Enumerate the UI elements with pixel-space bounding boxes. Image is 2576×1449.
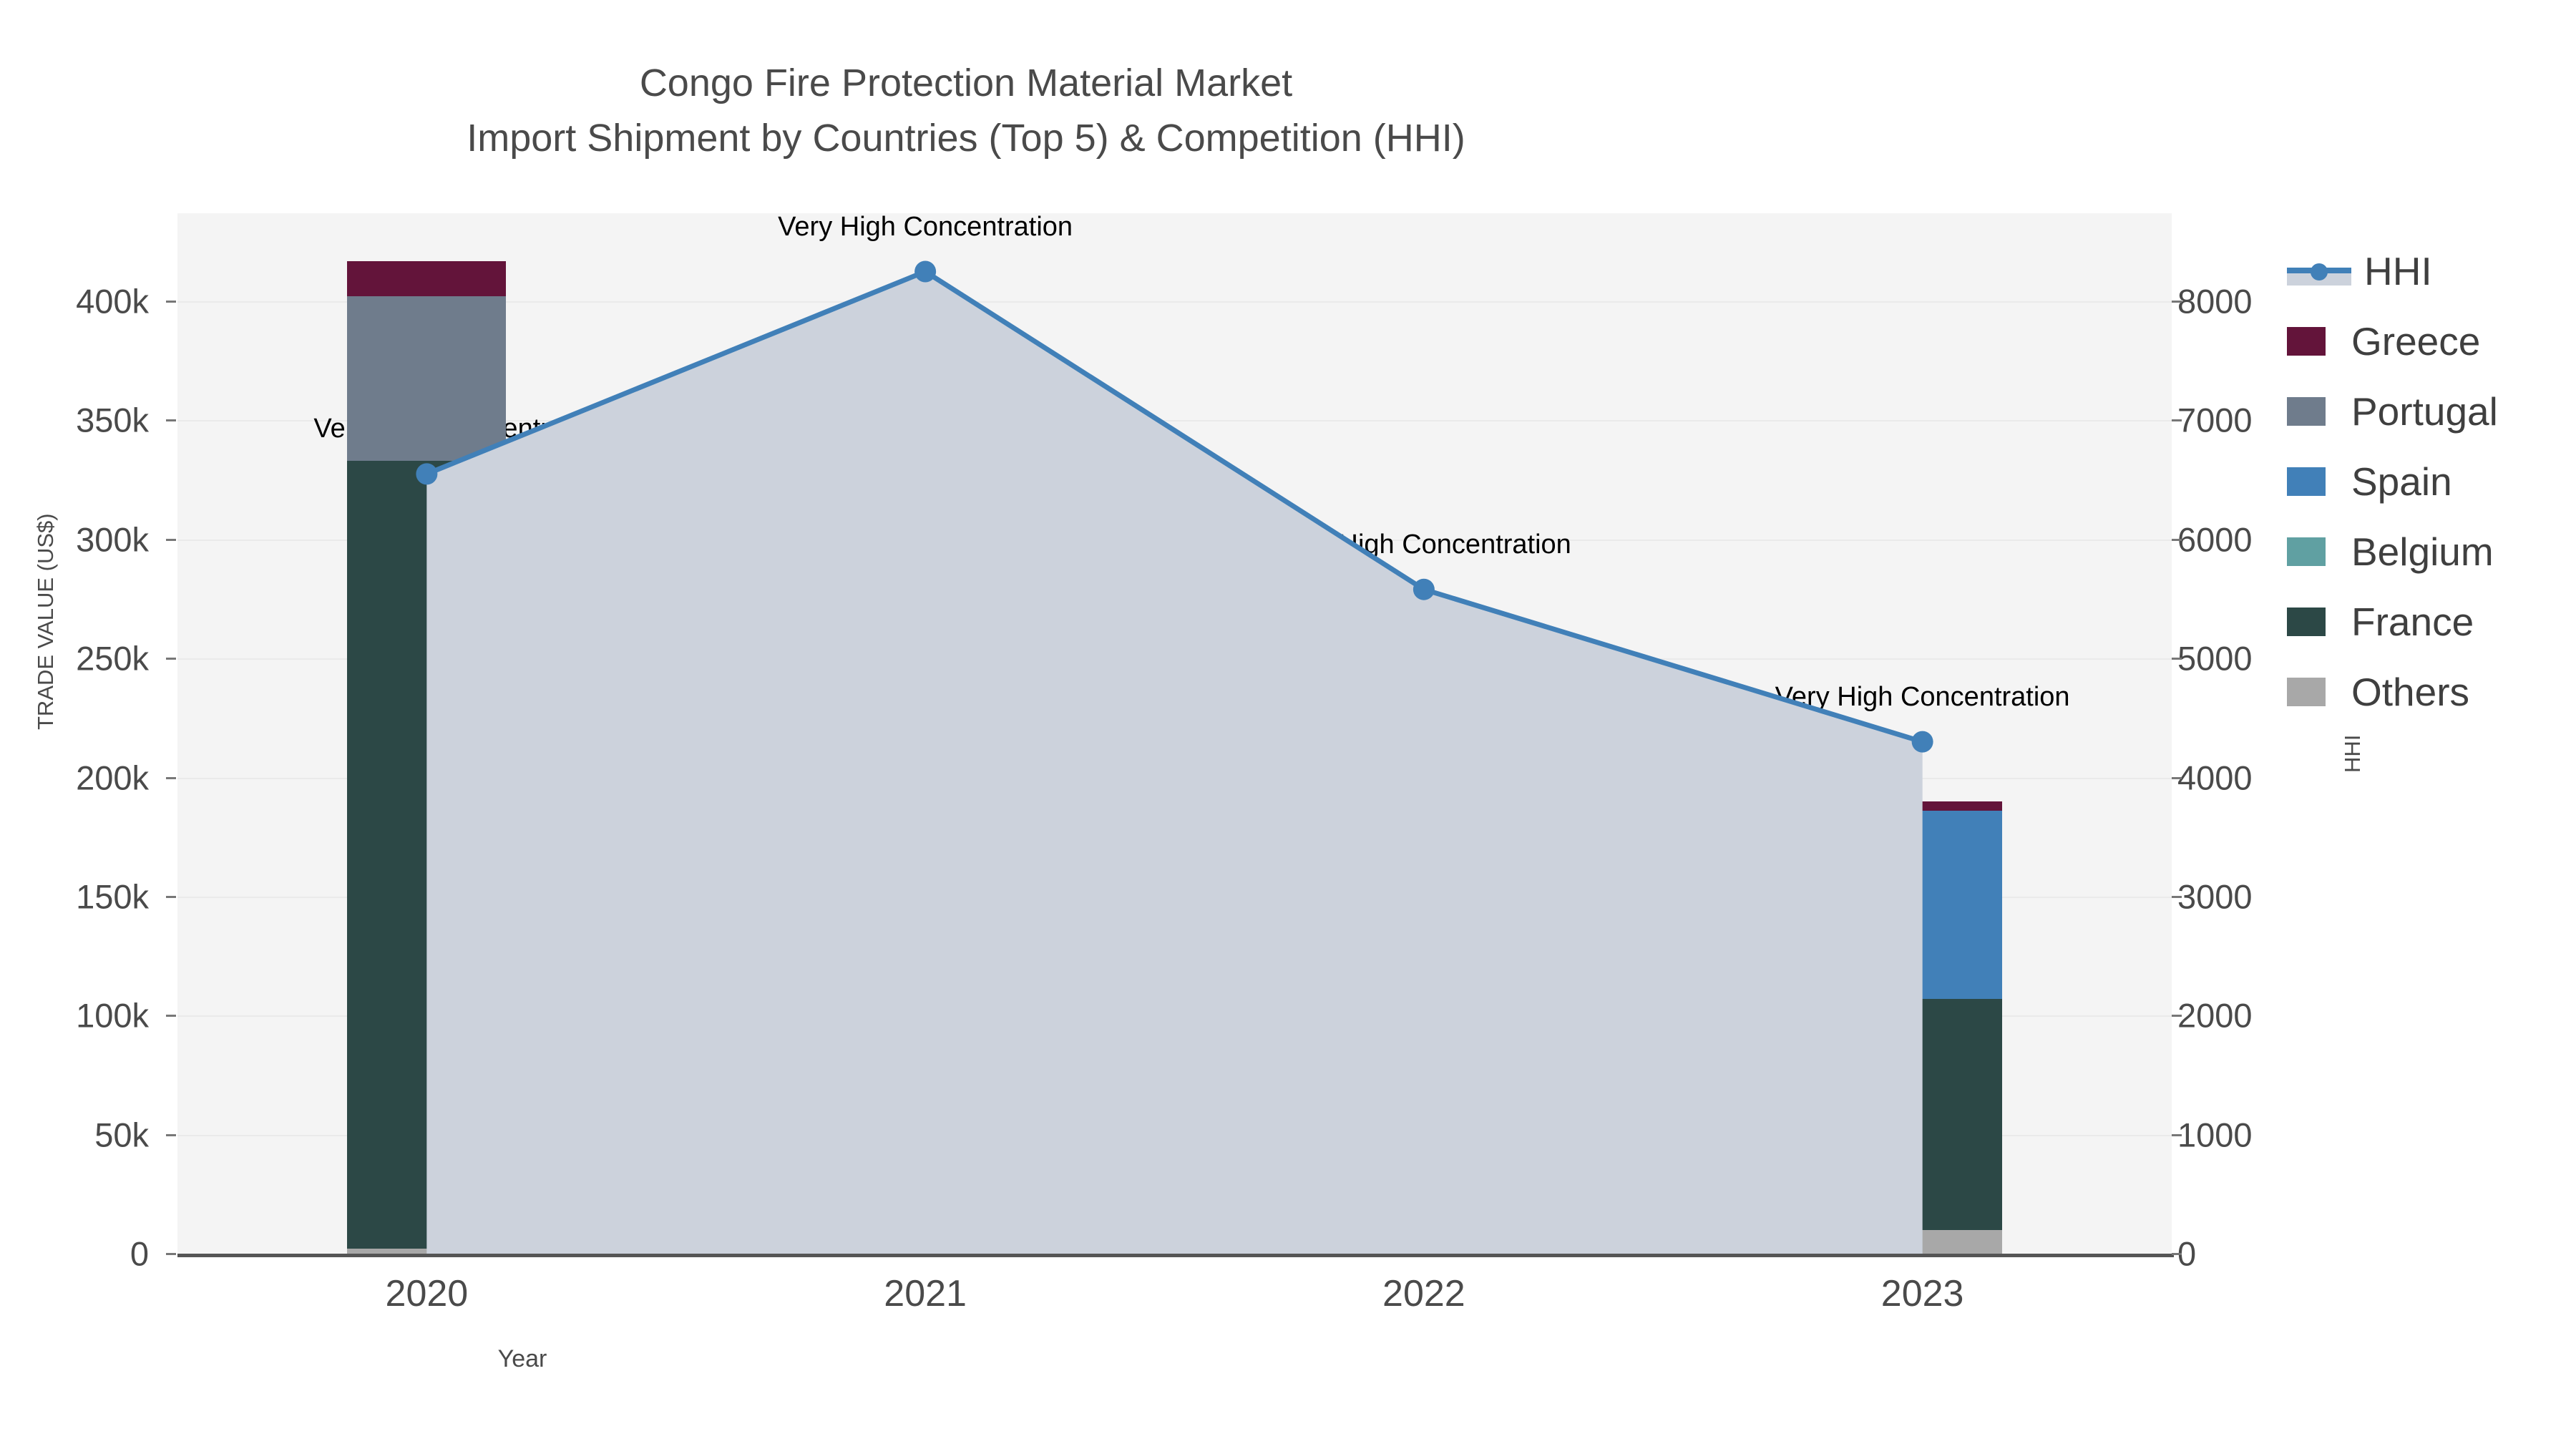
- y-axis-right-tick-label: 7000: [2177, 401, 2253, 439]
- legend-swatch-belgium: [2287, 537, 2326, 566]
- legend-swatch-spain: [2287, 467, 2326, 496]
- x-axis-line: [177, 1254, 2174, 1257]
- chart-title-line-1: Congo Fire Protection Material Market: [639, 62, 1293, 104]
- legend-label-others: Others: [2351, 670, 2470, 714]
- y-axis-left-tickmark: [166, 895, 176, 898]
- hhi-series: [416, 260, 1933, 1254]
- legend-label-greece: Greece: [2351, 319, 2481, 364]
- legend-swatch-portugal: [2287, 397, 2326, 426]
- y-axis-right-tickmark: [2172, 301, 2182, 303]
- legend-item-portugal[interactable]: Portugal: [2287, 376, 2573, 447]
- y-axis-right-tickmark: [2172, 658, 2182, 660]
- y-axis-left-tickmark: [166, 1015, 176, 1018]
- y-axis-left-tickmark: [166, 1133, 176, 1136]
- y-axis-left-tickmark: [166, 776, 176, 779]
- y-axis-right-tickmark: [2172, 1133, 2182, 1136]
- legend-item-france[interactable]: France: [2287, 587, 2573, 657]
- hhi-marker: [1413, 578, 1435, 600]
- hhi-markers: [416, 260, 1933, 753]
- legend-label-belgium: Belgium: [2351, 530, 2494, 574]
- legend-item-belgium[interactable]: Belgium: [2287, 517, 2573, 587]
- y-axis-left-tick-label: 250k: [76, 639, 149, 678]
- y-axis-right-tickmark: [2172, 1253, 2182, 1255]
- chart-title-line-2: Import Shipment by Countries (Top 5) & C…: [467, 116, 1465, 160]
- y-axis-right-tickmark: [2172, 538, 2182, 541]
- y-axis-right-tick-label: 4000: [2177, 758, 2253, 797]
- y-axis-right-tick-label: 5000: [2177, 639, 2253, 678]
- y-axis-right-tickmark: [2172, 1015, 2182, 1018]
- y-axis-right-tick-label: 0: [2177, 1234, 2197, 1273]
- x-axis-tick-label-2020: 2020: [385, 1273, 469, 1314]
- legend-line-key-icon: [2287, 257, 2351, 286]
- y-axis-left-tickmark: [166, 538, 176, 541]
- y-axis-left-tickmark: [166, 1253, 176, 1255]
- y-axis-left-tick-label: 100k: [76, 996, 149, 1035]
- legend-label-portugal: Portugal: [2351, 389, 2498, 434]
- y-axis-left-tickmark: [166, 658, 176, 660]
- x-axis-tick-label-2021: 2021: [884, 1273, 967, 1314]
- legend-swatch-others: [2287, 678, 2326, 706]
- legend-label-hhi: HHI: [2364, 249, 2432, 293]
- x-axis-tick-label-2023: 2023: [1880, 1273, 1964, 1314]
- hhi-marker: [914, 260, 937, 283]
- y-axis-left-tick-label: 200k: [76, 758, 149, 797]
- y-axis-left-tick-label: 0: [130, 1234, 149, 1273]
- hhi-marker: [416, 463, 438, 485]
- hhi-line: [426, 268, 1923, 744]
- hhi-annotation-2023: Very High Concentration: [1775, 681, 2070, 712]
- bar-segment-portugal[interactable]: [347, 296, 507, 462]
- y-axis-left-tick-label: 150k: [76, 877, 149, 916]
- y-axis-left-title: TRADE VALUE (US$): [33, 513, 58, 730]
- x-axis-title: Year: [497, 1345, 547, 1372]
- plot-area: [177, 213, 2172, 1255]
- chart-title: Congo Fire Protection Material Market Im…: [0, 56, 1932, 165]
- y-axis-left-tick-label: 50k: [94, 1116, 149, 1154]
- x-axis-tick-label-2022: 2022: [1382, 1273, 1465, 1314]
- y-axis-right-title: HHI: [2340, 734, 2365, 773]
- y-axis-right-tickmark: [2172, 776, 2182, 779]
- y-axis-right-tick-label: 2000: [2177, 996, 2253, 1035]
- legend-swatch-greece: [2287, 327, 2326, 356]
- hhi-area-overlap-tint: [426, 271, 1923, 1254]
- y-axis-left-tick-label: 300k: [76, 520, 149, 559]
- y-axis-right-tick-label: 8000: [2177, 282, 2253, 321]
- y-axis-right-tickmark: [2172, 895, 2182, 898]
- legend-item-hhi[interactable]: HHI: [2287, 236, 2573, 306]
- legend-item-others[interactable]: Others: [2287, 657, 2573, 727]
- y-axis-left-tick-label: 350k: [76, 401, 149, 439]
- legend-swatch-france: [2287, 608, 2326, 636]
- y-axis-right-tickmark: [2172, 419, 2182, 422]
- legend-label-spain: Spain: [2351, 459, 2452, 504]
- legend-item-greece[interactable]: Greece: [2287, 306, 2573, 376]
- legend-label-france: France: [2351, 600, 2474, 644]
- legend-line-marker-dot: [2311, 263, 2328, 280]
- gridline-right: [177, 301, 2172, 303]
- bar-segment-greece[interactable]: [347, 260, 507, 297]
- y-axis-right-tick-label: 3000: [2177, 877, 2253, 916]
- legend: HHI Greece Portugal Spain Belgium France Other…: [2287, 236, 2573, 727]
- gridline-right: [177, 420, 2172, 422]
- legend-item-spain[interactable]: Spain: [2287, 447, 2573, 517]
- y-axis-left-tickmark: [166, 301, 176, 303]
- y-axis-left-tickmark: [166, 419, 176, 422]
- y-axis-right-tick-label: 6000: [2177, 520, 2253, 559]
- y-axis-right-tick-label: 1000: [2177, 1116, 2253, 1154]
- hhi-annotation-2021: Very High Concentration: [778, 211, 1073, 242]
- y-axis-left-tick-label: 400k: [76, 282, 149, 321]
- hhi-marker: [1911, 731, 1933, 753]
